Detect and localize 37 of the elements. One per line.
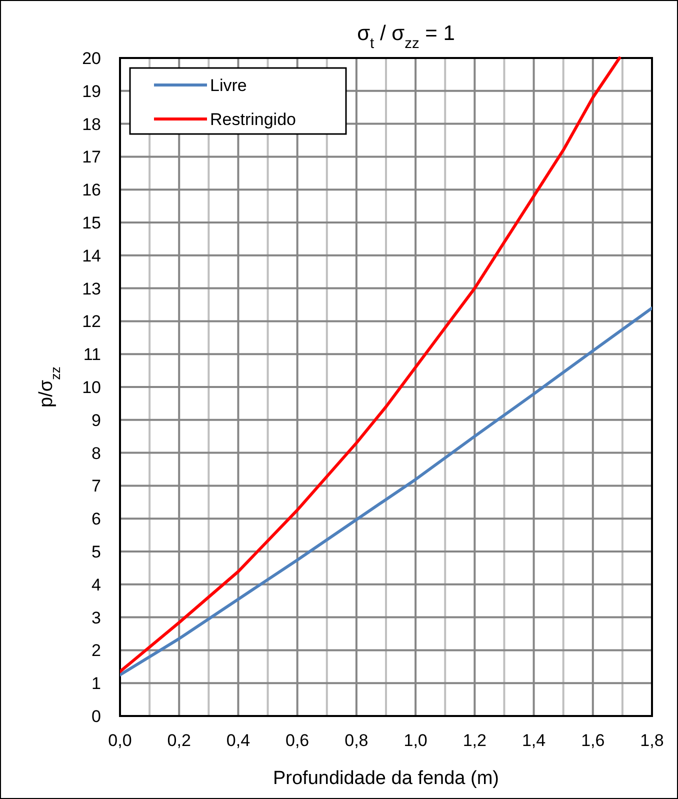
y-tick-label: 18 — [82, 114, 101, 134]
y-tick-label: 19 — [82, 82, 101, 101]
x-tick-label: 1,0 — [404, 731, 428, 750]
y-tick-label: 5 — [92, 542, 101, 562]
x-tick-label: 0,0 — [108, 731, 132, 750]
legend-label: Livre — [210, 76, 247, 95]
y-tick-label: 1 — [92, 674, 101, 694]
x-axis-title: Profundidade da fenda (m) — [272, 768, 500, 789]
y-tick-label: 17 — [82, 148, 101, 167]
y-tick-label: 6 — [92, 510, 101, 529]
y-tick-label: 0 — [92, 707, 101, 726]
line-series — [120, 306, 652, 676]
y-tick-label: 13 — [82, 279, 101, 298]
x-tick-label: 0,6 — [286, 731, 310, 750]
y-tick-label: 2 — [92, 641, 101, 660]
x-tick-label: 0,2 — [167, 731, 191, 750]
y-tick-label: 3 — [92, 608, 101, 628]
y-tick-label: 12 — [82, 312, 101, 332]
y-tick-label: 14 — [82, 246, 101, 266]
y-tick-label: 4 — [92, 575, 101, 594]
y-tick-label: 10 — [82, 378, 101, 397]
chart-title: σ$_{t}$ / σ$_{zz}$ = 1 — [357, 22, 455, 52]
y-tick-label: 8 — [92, 444, 101, 463]
legend-label: Restringido — [210, 110, 296, 129]
y-tick-label: 7 — [92, 476, 101, 496]
x-tick-label: 1,2 — [462, 731, 486, 750]
y-tick-label: 20 — [82, 49, 101, 68]
line-series — [120, 56, 621, 674]
y-tick-label: 16 — [82, 180, 101, 200]
x-tick-label: 1,8 — [640, 731, 664, 750]
y-tick-label: 11 — [83, 345, 101, 364]
y-tick-label: 15 — [82, 214, 101, 232]
x-tick-label: 0,4 — [226, 731, 250, 750]
x-tick-label: 0,8 — [344, 731, 368, 750]
x-tick-label: 1,6 — [581, 731, 605, 750]
y-tick-label: 9 — [92, 410, 101, 430]
x-tick-label: 1,4 — [522, 731, 546, 750]
